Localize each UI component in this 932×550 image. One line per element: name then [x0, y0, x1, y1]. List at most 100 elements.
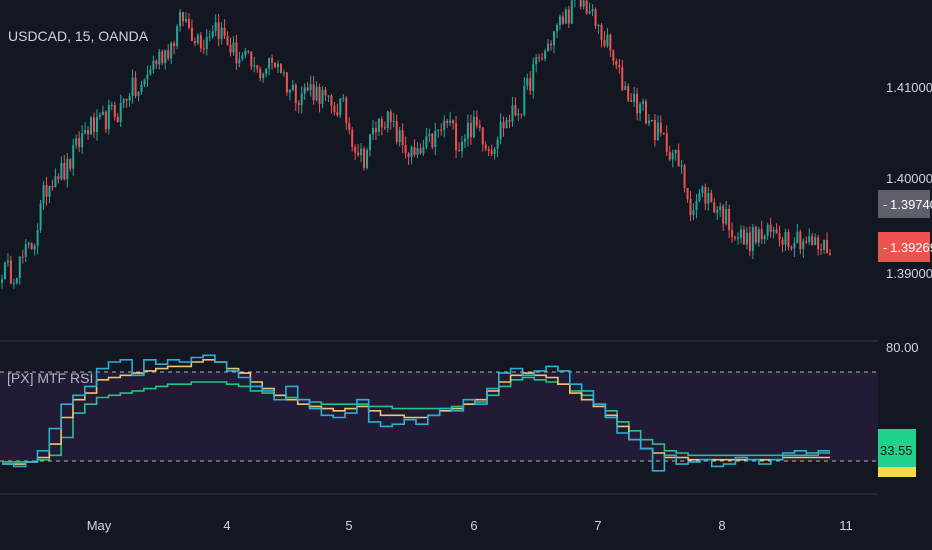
candle-body: [707, 193, 710, 204]
candle-body: [259, 68, 262, 79]
candle-body: [413, 147, 416, 155]
candle-body: [336, 112, 339, 116]
candle-body: [146, 74, 149, 80]
candle-body: [829, 253, 831, 255]
time-tick: May: [87, 518, 112, 533]
candle-body: [760, 229, 763, 240]
time-tick: 4: [223, 518, 230, 533]
candle-body: [440, 129, 443, 131]
candle-body: [377, 118, 380, 133]
candle-body: [686, 187, 689, 200]
candle-body: [778, 233, 781, 240]
candle-body: [196, 35, 199, 43]
rsi-value-yellow-bar: [878, 467, 916, 477]
price-tick: 1.39000: [886, 266, 932, 281]
candle-body: [354, 146, 357, 153]
candle-body: [351, 129, 354, 147]
candle-body: [508, 120, 511, 122]
candle-body: [392, 121, 395, 123]
candle-body: [484, 144, 487, 150]
candle-body: [30, 243, 33, 250]
candle-body: [532, 64, 535, 91]
candle-body: [449, 120, 452, 123]
time-tick: 8: [718, 518, 725, 533]
candle-body: [134, 77, 137, 96]
candle-body: [769, 224, 772, 232]
candle-body: [600, 24, 603, 40]
candle-body: [790, 247, 793, 249]
candle-body: [291, 84, 294, 90]
candle-body: [199, 35, 202, 49]
candle-body: [140, 84, 143, 92]
candle-body: [149, 69, 152, 75]
candle-body: [683, 165, 686, 188]
candle-body: [39, 203, 42, 231]
candle-body: [659, 122, 662, 133]
candle-body: [481, 127, 484, 145]
candle-body: [446, 120, 449, 123]
candle-body: [244, 50, 247, 56]
candle-body: [54, 176, 57, 188]
candle-body: [170, 43, 173, 59]
candle-body: [751, 227, 754, 251]
price-marker-gray-bg: [878, 190, 930, 218]
candle-body: [300, 93, 303, 105]
candle-body: [42, 185, 45, 204]
candle-body: [739, 229, 742, 238]
candle-body: [526, 78, 529, 86]
candle-body: [339, 98, 342, 116]
candle-body: [104, 111, 107, 130]
candle-body: [514, 105, 517, 116]
candle-body: [627, 86, 630, 101]
candle-body: [799, 231, 802, 250]
rsi-series-lines: [2, 354, 830, 472]
candle-body: [517, 113, 520, 116]
candle-body: [312, 84, 315, 101]
candle-body: [193, 40, 196, 43]
candle-body: [78, 138, 81, 148]
candle-body: [606, 34, 609, 46]
candle-body: [650, 119, 653, 121]
candle-body: [208, 36, 211, 38]
candle-body: [603, 39, 606, 46]
candle-body: [315, 86, 318, 101]
indicator-title[interactable]: [PX] MTF RSI: [7, 370, 93, 386]
candle-body: [363, 148, 366, 168]
candle-body: [348, 122, 351, 130]
candle-body: [247, 50, 250, 52]
candle-body: [164, 50, 167, 63]
candle-body: [463, 138, 466, 142]
candle-body: [796, 231, 799, 243]
candle-body: [357, 152, 360, 155]
candle-body: [713, 202, 716, 213]
candle-body: [793, 242, 796, 249]
candle-body: [434, 130, 437, 148]
candle-body: [369, 134, 371, 151]
candle-body: [541, 58, 544, 60]
candle-body: [695, 201, 698, 211]
candle-body: [395, 121, 398, 142]
candle-body: [15, 277, 18, 283]
candle-body: [383, 127, 386, 129]
candle-body: [279, 63, 282, 74]
symbol-header[interactable]: USDCAD, 15, OANDA: [8, 28, 149, 44]
candle-body: [12, 282, 15, 284]
rsi-pane: [0, 354, 878, 472]
candle-body: [719, 206, 722, 210]
candle-body: [653, 119, 656, 141]
candle-body: [190, 27, 193, 41]
candle-body: [520, 113, 523, 115]
candle-body: [274, 62, 277, 68]
candle-body: [647, 120, 650, 124]
candle-body: [766, 224, 769, 236]
candle-body: [380, 118, 383, 128]
price-marker-red-bg: [878, 232, 930, 262]
candle-body: [645, 101, 647, 124]
candle-body: [478, 125, 481, 128]
candle-body: [585, 0, 588, 14]
candle-body: [48, 185, 51, 197]
candle-body: [18, 256, 21, 278]
candle-body: [119, 103, 122, 123]
candle-body: [665, 133, 668, 152]
